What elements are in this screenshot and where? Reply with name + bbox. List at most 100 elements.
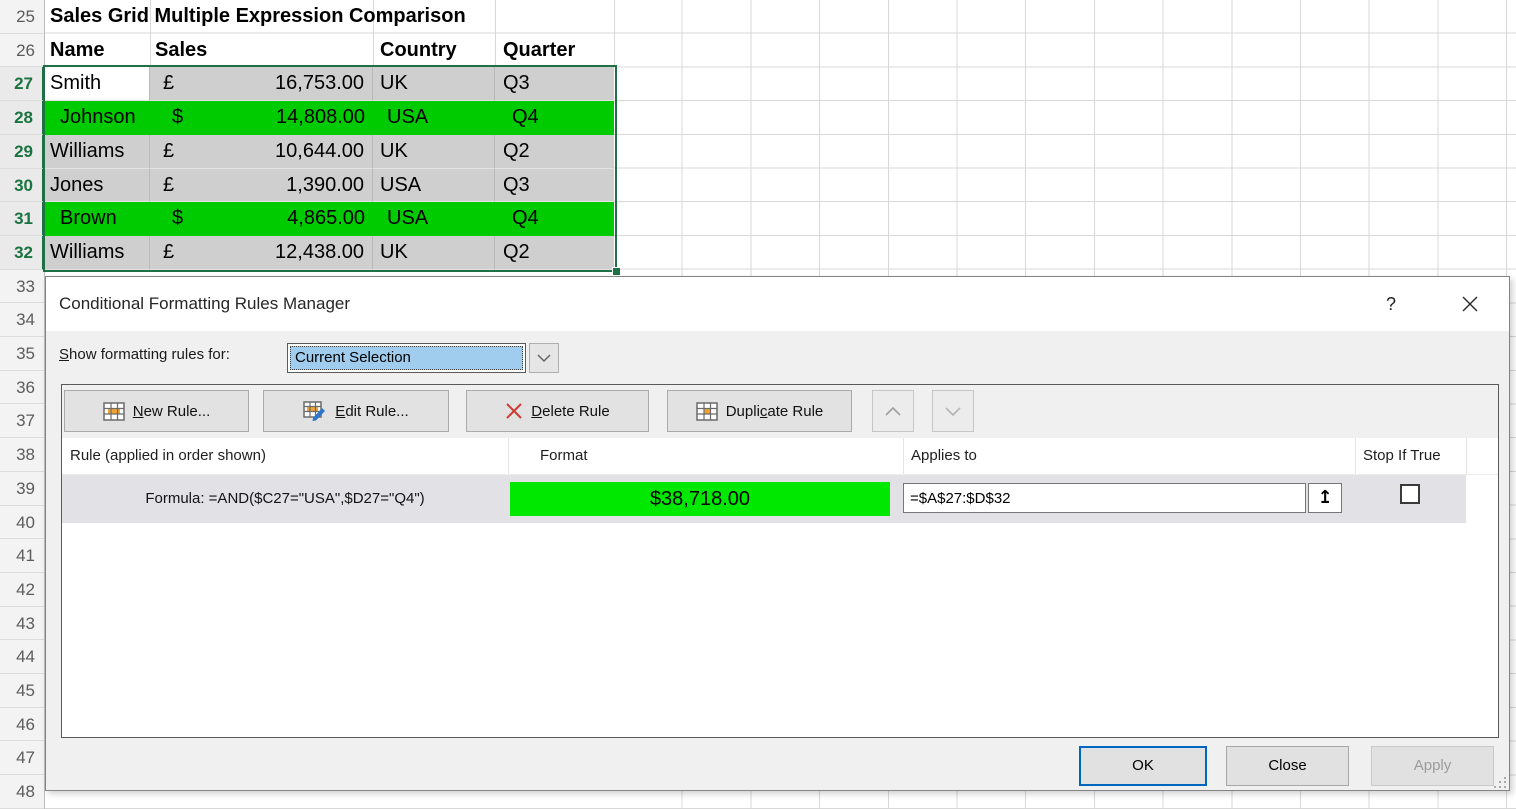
header-separator	[1466, 438, 1467, 474]
rules-toolbar: New Rule... Edit Rule...	[62, 385, 1498, 438]
row-header-28[interactable]: 28	[0, 101, 44, 135]
row-header-40[interactable]: 40	[0, 506, 44, 540]
row-header-31[interactable]: 31	[0, 202, 44, 236]
edit-rule-pencil-icon	[303, 401, 327, 421]
sheet-cell[interactable]: Q2	[495, 135, 614, 169]
sheet-cell[interactable]: $14,808.00	[150, 101, 373, 135]
sheet-cell[interactable]: UK	[373, 67, 495, 101]
row-header-38[interactable]: 38	[0, 438, 44, 472]
rules-list-header: Rule (applied in order shown) Format App…	[62, 438, 1498, 475]
sheet-cell[interactable]: Q3	[495, 67, 614, 101]
sheet-cell[interactable]: UK	[373, 135, 495, 169]
collapse-dialog-button[interactable]: ↥	[1308, 483, 1342, 513]
close-button[interactable]: Close	[1226, 746, 1349, 786]
sheet-row-28[interactable]: Johnson$14,808.00USAQ4	[45, 101, 614, 135]
delete-rule-label: Delete Rule	[531, 403, 609, 420]
row-header-26[interactable]: 26	[0, 34, 44, 68]
row-header-42[interactable]: 42	[0, 573, 44, 607]
row-headers: 2526272829303132333435363738394041424344…	[0, 0, 45, 809]
sheet-title-cell[interactable]: Sales Grid Multiple Expression Compariso…	[50, 0, 466, 34]
ok-button[interactable]: OK	[1079, 746, 1207, 786]
row-header-35[interactable]: 35	[0, 337, 44, 371]
dialog-titlebar[interactable]: Conditional Formatting Rules Manager ?	[46, 277, 1509, 331]
sheet-cell[interactable]: USA	[373, 101, 495, 135]
move-rule-down-button[interactable]	[932, 390, 974, 432]
sheet-cell[interactable]: Williams	[45, 135, 150, 169]
chevron-down-icon[interactable]	[529, 343, 559, 373]
header-separator	[508, 438, 509, 474]
excel-window: 2526272829303132333435363738394041424344…	[0, 0, 1516, 809]
sheet-cell[interactable]: £12,438.00	[150, 236, 373, 270]
header-cell-country[interactable]: Country	[380, 34, 457, 68]
row-header-44[interactable]: 44	[0, 640, 44, 674]
chevron-up-icon	[885, 407, 901, 416]
new-rule-label: New Rule...	[133, 403, 211, 420]
sheet-row-32[interactable]: Williams£12,438.00UKQ2	[45, 236, 614, 270]
sheet-cell[interactable]: USA	[373, 169, 495, 203]
sheet-row-30[interactable]: Jones£1,390.00USAQ3	[45, 169, 614, 203]
row-header-27[interactable]: 27	[0, 67, 44, 101]
sheet-cell[interactable]: £10,644.00	[150, 135, 373, 169]
row-header-34[interactable]: 34	[0, 303, 44, 337]
row-header-43[interactable]: 43	[0, 607, 44, 641]
row-header-25[interactable]: 25	[0, 0, 44, 34]
sheet-cell[interactable]: Q4	[495, 101, 614, 135]
sheet-cell[interactable]: USA	[373, 202, 495, 236]
apply-button[interactable]: Apply	[1371, 746, 1494, 786]
column-header-stop-if-true: Stop If True	[1363, 438, 1441, 474]
sheet-cell[interactable]: Jones	[45, 169, 150, 203]
rule-list-item[interactable]: Formula: =AND($C27="USA",$D27="Q4") $38,…	[62, 475, 1466, 523]
sheet-column-header-row: Name Sales Country Quarter	[45, 34, 614, 68]
stop-if-true-checkbox[interactable]	[1400, 484, 1420, 504]
gridline-col-d-e	[614, 0, 615, 67]
sheet-cell[interactable]: £1,390.00	[150, 169, 373, 203]
move-rule-up-button[interactable]	[872, 390, 914, 432]
show-rules-dropdown[interactable]: Current Selection	[287, 343, 559, 373]
delete-x-icon	[505, 402, 523, 420]
sheet-cell[interactable]: Johnson	[45, 101, 150, 135]
row-header-48[interactable]: 48	[0, 775, 44, 809]
row-header-33[interactable]: 33	[0, 270, 44, 304]
row-header-32[interactable]: 32	[0, 236, 44, 270]
sheet-cell[interactable]: Brown	[45, 202, 150, 236]
dropdown-selected-value: Current Selection	[287, 343, 526, 373]
row-header-47[interactable]: 47	[0, 741, 44, 775]
sheet-row-31[interactable]: Brown$4,865.00USAQ4	[45, 202, 614, 236]
row-header-39[interactable]: 39	[0, 472, 44, 506]
duplicate-rule-label: Duplicate Rule	[726, 403, 824, 420]
sheet-cell[interactable]: Q2	[495, 236, 614, 270]
show-formatting-rules-label: Show formatting rules for:	[59, 346, 230, 363]
new-rule-button[interactable]: New Rule...	[64, 390, 249, 432]
row-header-29[interactable]: 29	[0, 135, 44, 169]
sheet-cell[interactable]: $4,865.00	[150, 202, 373, 236]
row-header-46[interactable]: 46	[0, 708, 44, 742]
header-cell-name[interactable]: Name	[50, 34, 104, 68]
sheet-cell[interactable]: Smith	[45, 67, 150, 101]
close-icon[interactable]	[1449, 277, 1491, 331]
rules-group-box: New Rule... Edit Rule...	[61, 384, 1499, 738]
sheet-cell[interactable]: UK	[373, 236, 495, 270]
duplicate-rule-table-icon	[696, 402, 718, 421]
column-header-applies-to: Applies to	[911, 438, 977, 474]
sheet-cell[interactable]: £16,753.00	[150, 67, 373, 101]
help-icon[interactable]: ?	[1376, 277, 1406, 331]
resize-grip[interactable]	[1494, 777, 1506, 788]
sheet-cell[interactable]: Williams	[45, 236, 150, 270]
header-cell-quarter[interactable]: Quarter	[503, 34, 575, 68]
sheet-row-29[interactable]: Williams£10,644.00UKQ2	[45, 135, 614, 169]
sheet-cell[interactable]: Q3	[495, 169, 614, 203]
row-header-30[interactable]: 30	[0, 169, 44, 203]
duplicate-rule-button[interactable]: Duplicate Rule	[667, 390, 852, 432]
applies-to-input[interactable]	[903, 483, 1306, 513]
row-header-36[interactable]: 36	[0, 371, 44, 405]
rule-format-preview: $38,718.00	[510, 482, 890, 516]
row-header-37[interactable]: 37	[0, 404, 44, 438]
row-header-45[interactable]: 45	[0, 674, 44, 708]
edit-rule-button[interactable]: Edit Rule...	[263, 390, 449, 432]
row-header-41[interactable]: 41	[0, 539, 44, 573]
sheet-cell[interactable]: Q4	[495, 202, 614, 236]
sheet-data-rows: Smith£16,753.00UKQ3Johnson$14,808.00USAQ…	[45, 67, 614, 269]
delete-rule-button[interactable]: Delete Rule	[466, 390, 649, 432]
sheet-row-27[interactable]: Smith£16,753.00UKQ3	[45, 67, 614, 101]
header-cell-sales[interactable]: Sales	[155, 34, 207, 68]
